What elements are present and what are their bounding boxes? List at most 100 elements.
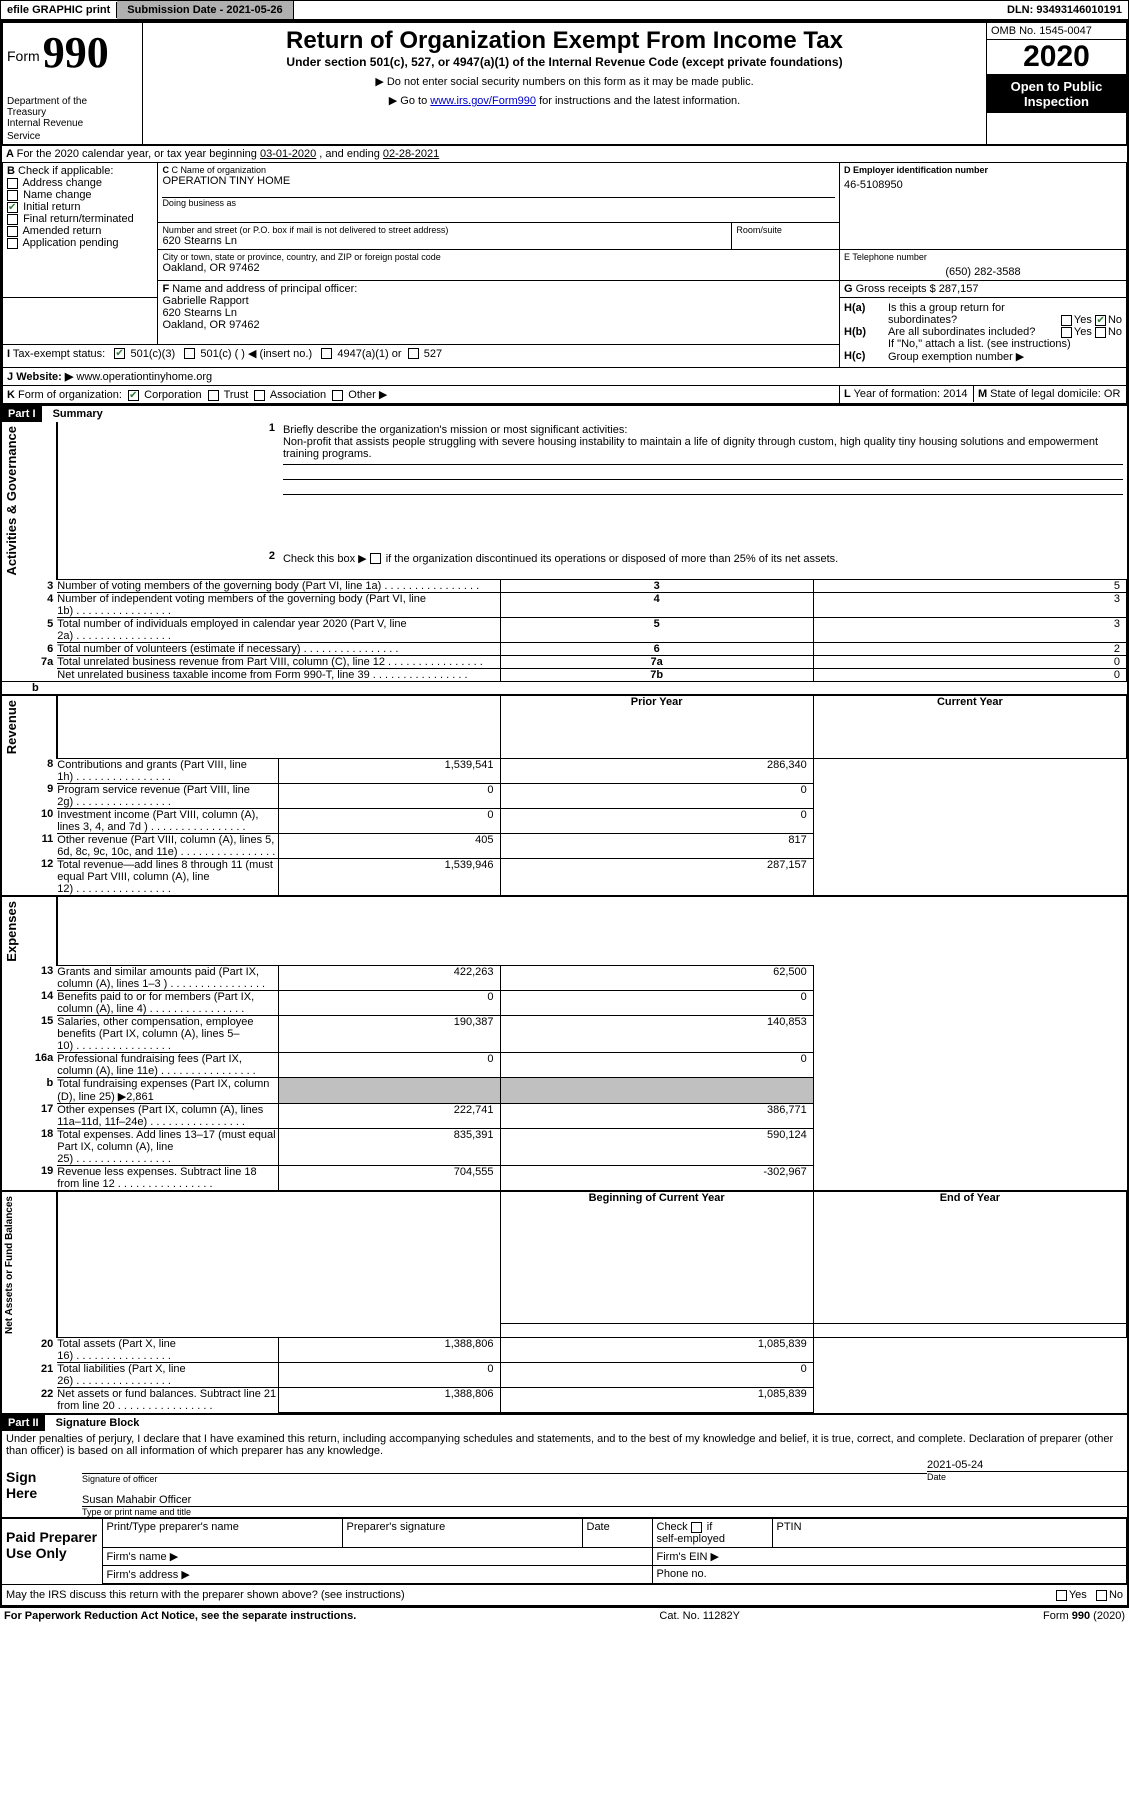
header-table: Form 990 Department of the Treasury Inte… (2, 22, 1127, 145)
rev-curr: 817 (500, 833, 813, 858)
box-h-table: H(a) Is this a group return forsubordina… (844, 302, 1122, 363)
form-subtitle: Under section 501(c), 527, or 4947(a)(1)… (151, 55, 978, 69)
tax-year-end: 02-28-2021 (383, 148, 439, 160)
chk-assoc[interactable] (254, 390, 265, 401)
footer: For Paperwork Reduction Act Notice, see … (0, 1607, 1129, 1624)
gov-box: 4 (500, 593, 813, 618)
rev-curr: 286,340 (500, 758, 813, 783)
hb-no[interactable] (1095, 327, 1106, 338)
line1-label: Briefly describe the organization's miss… (283, 424, 627, 436)
discuss-no[interactable] (1096, 1590, 1107, 1601)
submission-date: Submission Date - 2021-05-26 (117, 1, 293, 19)
chk-501c3[interactable] (114, 348, 125, 359)
chk-name-change[interactable] (7, 190, 18, 201)
rev-prior: 1,539,541 (279, 758, 500, 783)
net-line-no: 22 (2, 1388, 57, 1413)
exp-prior: 422,263 (279, 965, 500, 990)
tax-year-begin: 03-01-2020 (260, 148, 316, 160)
exp-line-no: 16a (2, 1052, 57, 1077)
col-prior-year: Prior Year (500, 695, 813, 758)
state-label: State of legal domicile: (990, 388, 1104, 400)
website-label: Website: ▶ (16, 371, 73, 383)
pp-firm-label: Firm's name ▶ (102, 1547, 652, 1565)
gov-line-no: 4 (2, 593, 57, 618)
rev-line-text: Total revenue—add lines 8 through 11 (mu… (57, 858, 279, 896)
paid-preparer-label: Paid Preparer Use Only (2, 1518, 102, 1584)
net-line-text: Total assets (Part X, line 16) (57, 1338, 279, 1363)
sig-name: Susan Mahabir Officer (82, 1494, 1127, 1506)
chk-discontinued[interactable] (370, 553, 381, 564)
exp-curr: 62,500 (500, 965, 813, 990)
form-word: Form (7, 48, 40, 64)
discuss-row: May the IRS discuss this return with the… (2, 1584, 1127, 1605)
signature-table: Sign Here Signature of officer 2021-05-2… (2, 1459, 1127, 1517)
exp-line-no: 17 (2, 1103, 57, 1128)
rev-prior: 1,539,946 (279, 858, 500, 896)
part2-header: Part II Signature Block (2, 1413, 1127, 1431)
hb-label: H(b) (844, 326, 866, 338)
exp-curr: 386,771 (500, 1103, 813, 1128)
exp-curr: 0 (500, 990, 813, 1015)
chk-corp[interactable] (128, 390, 139, 401)
hb-yes[interactable] (1061, 327, 1072, 338)
exp-line-no: 15 (2, 1015, 57, 1052)
dept-line1: Department of the (7, 96, 138, 107)
cat-no: Cat. No. 11282Y (659, 1610, 740, 1622)
col-begin-year: Beginning of Current Year (500, 1191, 813, 1324)
side-revenue: Revenue (2, 696, 21, 758)
exp-line-text: Total expenses. Add lines 13–17 (must eq… (57, 1128, 279, 1165)
dba-value (162, 208, 835, 220)
exp-prior: 222,741 (279, 1103, 500, 1128)
phone-value: (650) 282-3588 (844, 266, 1122, 278)
gov-line-no: 3 (2, 580, 57, 593)
exp-curr: -302,967 (500, 1165, 813, 1191)
sig-type-label: Type or print name and title (82, 1507, 1127, 1517)
chk-amended-return[interactable] (7, 226, 18, 237)
dept-line2: Treasury (7, 107, 138, 118)
chk-other[interactable] (332, 390, 343, 401)
dept-line3: Internal Revenue (7, 118, 138, 129)
chk-4947[interactable] (321, 348, 332, 359)
tax-status-label: Tax-exempt status: (13, 348, 105, 360)
exp-line-text: Salaries, other compensation, employee b… (57, 1015, 279, 1052)
check-applicable-label: Check if applicable: (18, 165, 113, 177)
chk-application-pending[interactable] (7, 238, 18, 249)
gov-box: 6 (500, 643, 813, 656)
discuss-yes[interactable] (1056, 1590, 1067, 1601)
pp-sig-label: Preparer's signature (342, 1518, 582, 1548)
chk-self-employed[interactable] (691, 1522, 702, 1533)
omb-number: OMB No. 1545-0047 (987, 23, 1126, 40)
gov-val: 0 (813, 669, 1126, 682)
org-name: OPERATION TINY HOME (162, 175, 835, 187)
officer-name: Gabrielle Rapport (162, 295, 248, 307)
form990-link[interactable]: www.irs.gov/Form990 (430, 95, 536, 107)
chk-501c[interactable] (184, 348, 195, 359)
chk-trust[interactable] (208, 390, 219, 401)
rev-line-no: 9 (2, 783, 57, 808)
room-label: Room/suite (736, 225, 835, 235)
state-value: OR (1104, 388, 1121, 400)
chk-final-return[interactable] (7, 214, 18, 225)
exp-line-text: Other expenses (Part IX, column (A), lin… (57, 1103, 279, 1128)
ha-label: H(a) (844, 302, 865, 314)
ein-label: D Employer identification number (844, 165, 988, 175)
pp-addr-label: Firm's address ▶ (102, 1565, 652, 1583)
officer-city: Oakland, OR 97462 (162, 319, 259, 331)
rev-prior: 0 (279, 783, 500, 808)
rev-curr: 0 (500, 808, 813, 833)
instr-2: ▶ Go to www.irs.gov/Form990 for instruct… (151, 94, 978, 107)
chk-527[interactable] (408, 348, 419, 359)
efile-label[interactable]: efile GRAPHIC print (1, 2, 117, 18)
ha-yes[interactable] (1061, 315, 1072, 326)
rev-line-no: 10 (2, 808, 57, 833)
chk-initial-return[interactable] (7, 202, 18, 213)
gov-line-text: Number of voting members of the governin… (57, 580, 500, 593)
chk-address-change[interactable] (7, 178, 18, 189)
officer-label: Name and address of principal officer: (172, 283, 357, 295)
year-formation-value: 2014 (943, 388, 967, 400)
mission-text: Non-profit that assists people strugglin… (283, 436, 1098, 460)
dba-label: Doing business as (162, 198, 835, 208)
side-expenses: Expenses (2, 897, 21, 966)
rev-curr: 287,157 (500, 858, 813, 896)
ha-no[interactable] (1095, 315, 1106, 326)
